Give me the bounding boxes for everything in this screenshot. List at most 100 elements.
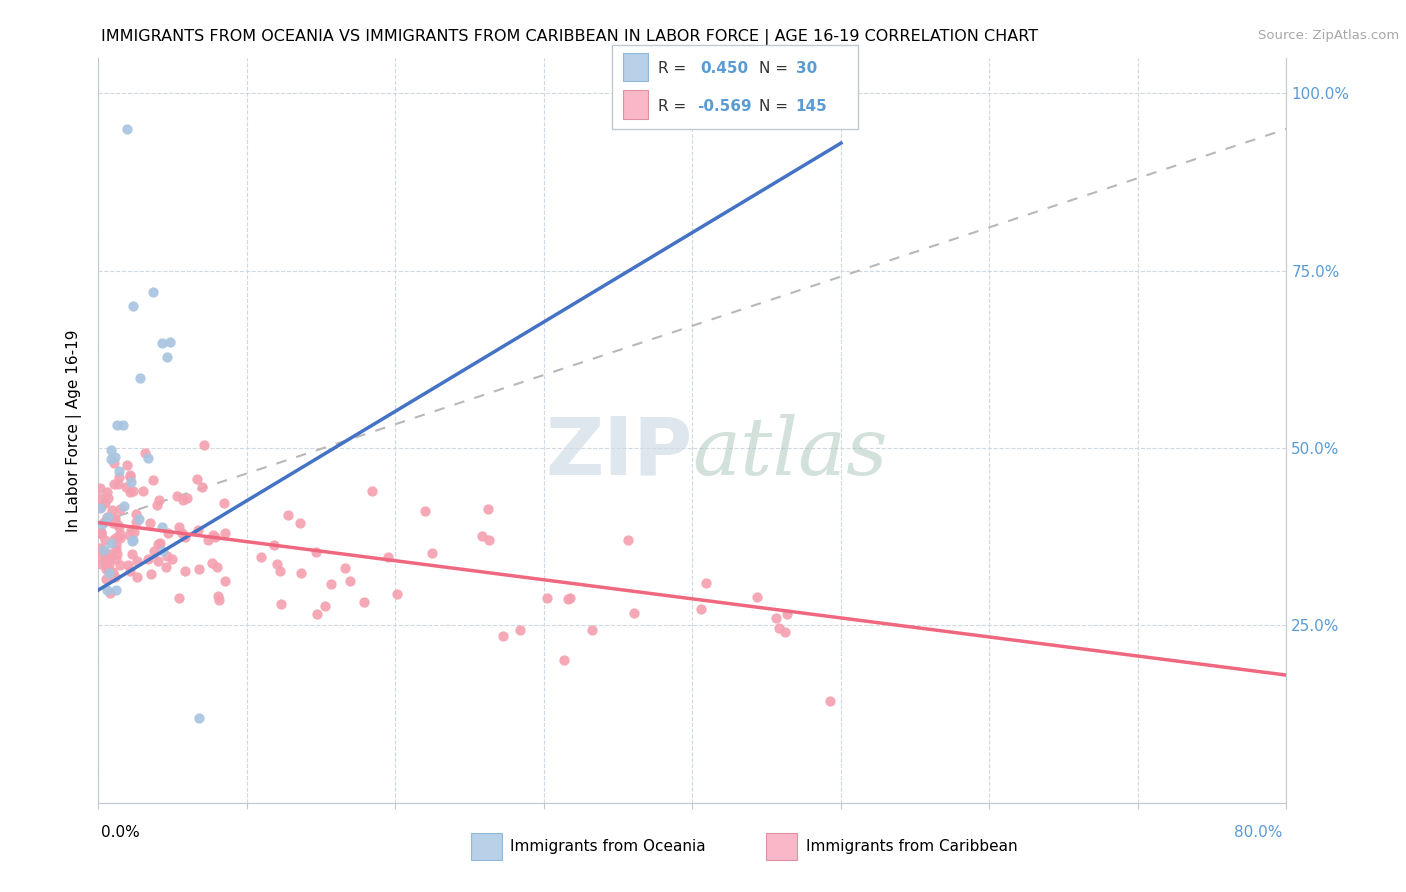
Point [160,551,183,566]
Point [695,576,717,591]
Point [214,525,236,540]
Point [104,511,127,525]
Text: N =: N = [759,62,793,76]
Point [314,599,336,613]
Point [108,469,131,483]
Point [149,536,172,550]
Point [90,527,112,541]
Point [105,537,128,551]
Point [104,582,127,597]
Point [108,531,131,545]
Point [745,590,768,604]
Point [107,476,129,491]
Point [121,547,143,561]
Point [127,570,149,584]
Text: Immigrants from Oceania: Immigrants from Oceania [510,839,706,854]
Point [115,122,138,136]
Point [170,525,193,540]
Point [125,507,148,521]
Point [120,523,142,537]
Point [122,533,145,547]
Point [121,299,143,313]
Point [471,528,494,542]
Point [139,516,162,530]
Point [361,484,384,499]
Point [690,602,713,616]
Point [98,566,121,580]
Point [193,438,215,452]
Point [176,491,198,506]
Point [118,528,141,542]
Text: 145: 145 [796,99,828,113]
Point [191,480,214,494]
Text: 80.0%: 80.0% [1234,825,1282,839]
Point [94,495,117,509]
Point [108,520,131,534]
Point [104,570,127,584]
Point [204,530,226,544]
Point [103,516,125,531]
Point [96,582,118,597]
Point [266,557,288,571]
Point [155,549,177,563]
Point [94,547,117,561]
Point [100,443,122,458]
Point [142,473,165,487]
Point [104,552,127,566]
Point [420,546,443,560]
Point [93,516,115,530]
Point [188,711,211,725]
Point [90,524,112,539]
Point [108,464,131,478]
Point [117,558,139,572]
Point [623,607,645,621]
Point [104,450,127,464]
Point [118,470,141,484]
Point [90,526,112,541]
Point [156,350,179,364]
Point [333,561,356,575]
Point [152,543,174,558]
Point [89,541,111,555]
Point [125,516,148,530]
Point [214,574,236,589]
Point [98,585,121,599]
Point [101,513,124,527]
Point [128,512,150,526]
Point [818,693,841,707]
Text: ZIP: ZIP [546,414,693,491]
Point [108,526,131,541]
Point [122,483,145,498]
Point [173,565,195,579]
Point [186,472,208,486]
Point [90,549,112,563]
Text: R =: R = [658,62,692,76]
Point [200,556,222,570]
Point [187,523,209,537]
Point [105,541,128,556]
Point [108,502,131,516]
Point [305,607,328,621]
Point [249,550,271,565]
Point [101,503,124,517]
Point [93,543,115,558]
Point [90,558,112,572]
Point [353,595,375,609]
Point [765,611,787,625]
Point [167,591,190,606]
Point [477,501,499,516]
Point [148,493,170,508]
Point [263,538,285,552]
Point [120,564,142,578]
Point [207,559,229,574]
Point [290,516,312,530]
Point [89,501,111,516]
Text: Source: ZipAtlas.com: Source: ZipAtlas.com [1258,29,1399,42]
Point [100,535,122,549]
Point [558,591,581,605]
Point [159,334,181,349]
Point [107,517,129,532]
Point [96,513,118,527]
Point [157,526,180,541]
Point [142,285,165,299]
